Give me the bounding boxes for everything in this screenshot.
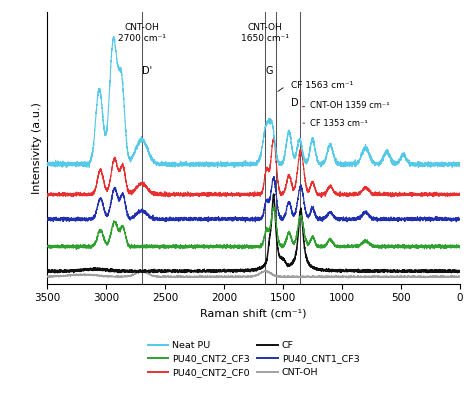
Text: CNT-OH
2700 cm⁻¹: CNT-OH 2700 cm⁻¹ xyxy=(118,23,165,43)
Legend: Neat PU, PU40_CNT2_CF3, PU40_CNT2_CF0, CF, PU40_CNT1_CF3, CNT-OH: Neat PU, PU40_CNT2_CF3, PU40_CNT2_CF0, C… xyxy=(144,337,364,381)
Text: CNT-OH
1650 cm⁻¹: CNT-OH 1650 cm⁻¹ xyxy=(241,23,289,43)
Text: CF 1563 cm⁻¹: CF 1563 cm⁻¹ xyxy=(292,81,354,90)
Text: D': D' xyxy=(142,66,152,76)
Text: G: G xyxy=(265,66,273,76)
Text: D: D xyxy=(291,98,298,109)
Text: CF 1353 cm⁻¹: CF 1353 cm⁻¹ xyxy=(303,119,368,128)
Y-axis label: Intensivity (a.u.): Intensivity (a.u.) xyxy=(32,102,42,194)
X-axis label: Raman shift (cm⁻¹): Raman shift (cm⁻¹) xyxy=(201,309,307,319)
Text: CNT-OH 1359 cm⁻¹: CNT-OH 1359 cm⁻¹ xyxy=(302,101,390,110)
